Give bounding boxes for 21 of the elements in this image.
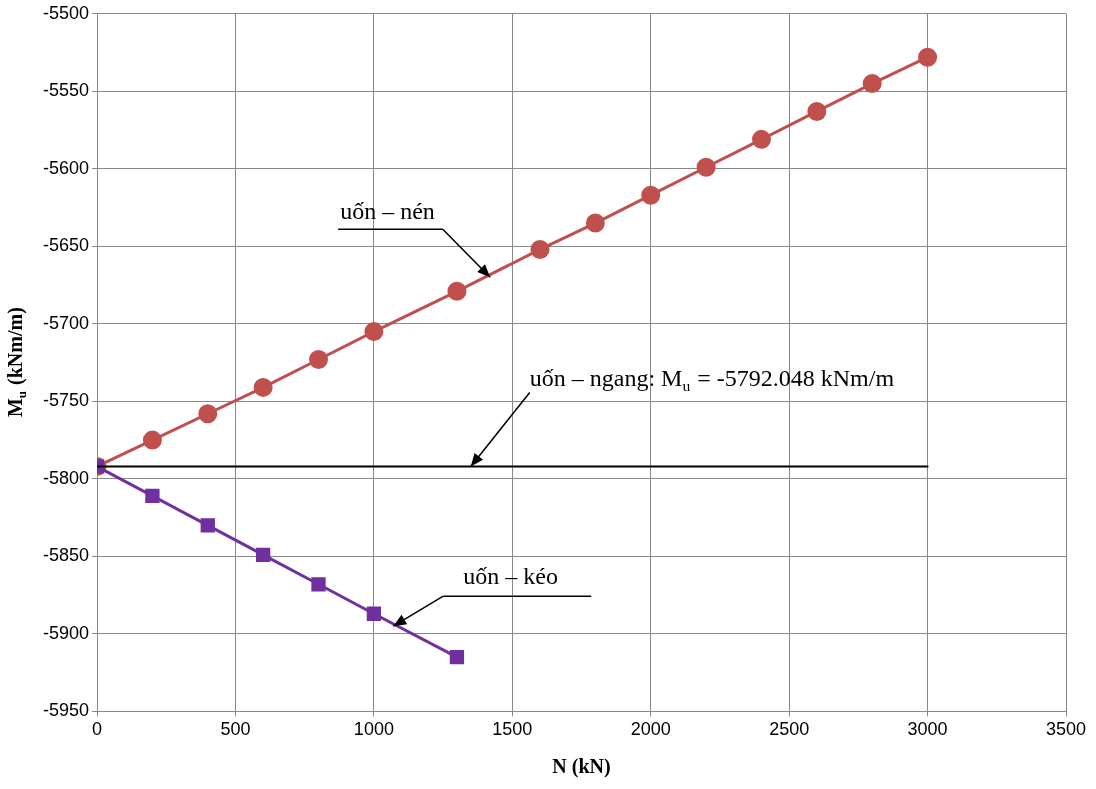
annotation: uốn – kéo xyxy=(463,563,558,590)
y-tick-label: -5500 xyxy=(42,2,90,23)
x-tick-label: 3500 xyxy=(1045,719,1087,740)
y-tick-label: -5900 xyxy=(42,622,90,643)
x-tick-label: 3000 xyxy=(907,719,948,740)
y-tick-label: -5600 xyxy=(42,157,90,178)
y-tick-label: -5550 xyxy=(42,80,90,101)
y-tick-label: -5950 xyxy=(42,700,90,721)
x-tick-label: 500 xyxy=(220,719,251,740)
y-tick-label: -5700 xyxy=(42,312,90,333)
x-tick-label: 1000 xyxy=(353,719,394,740)
y-tick-label: -5750 xyxy=(42,390,90,411)
annotation: uốn – nén xyxy=(340,198,435,225)
x-tick-label: 1500 xyxy=(492,719,533,740)
y-tick-label: -5850 xyxy=(42,545,90,566)
x-tick-label: 2500 xyxy=(769,719,810,740)
y-tick-label: -5800 xyxy=(42,467,90,488)
x-tick-label: 2000 xyxy=(630,719,671,740)
x-tick-label: 0 xyxy=(92,719,103,740)
x-axis-title: N (kN) xyxy=(552,755,611,779)
y-tick-label: -5650 xyxy=(42,235,90,256)
